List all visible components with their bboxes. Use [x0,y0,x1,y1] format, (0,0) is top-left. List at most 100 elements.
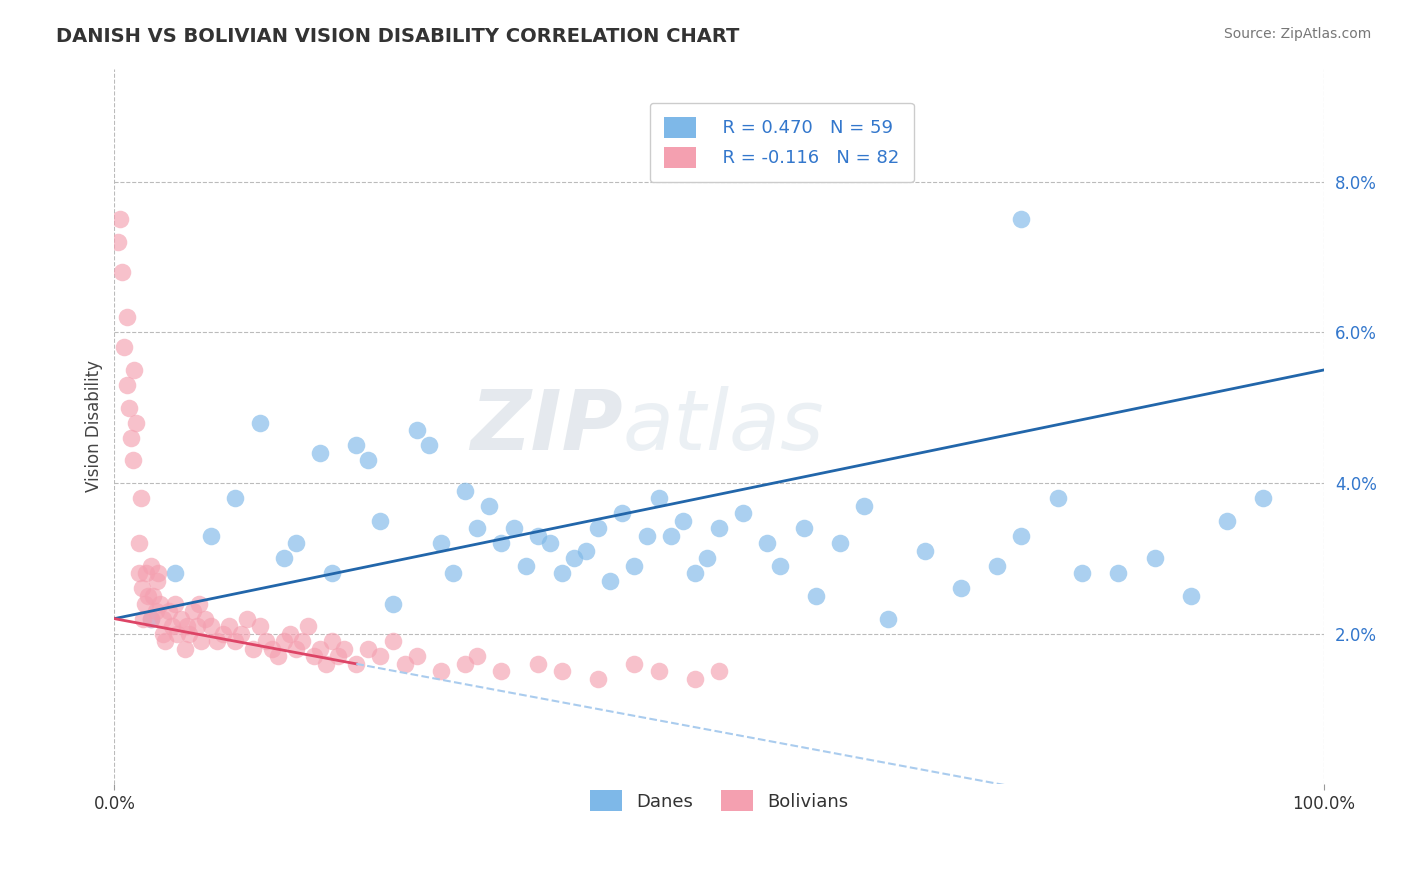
Point [672,514,695,528]
Point [128,566,150,581]
Point [162,619,184,633]
Point [454,657,477,671]
Point [370,514,392,528]
Point [405,649,427,664]
Point [1107,566,1129,581]
Point [756,536,779,550]
Point [125,416,148,430]
Point [291,634,314,648]
Text: atlas: atlas [623,386,824,467]
Point [152,612,174,626]
Point [526,529,548,543]
Point [309,641,332,656]
Point [418,438,440,452]
Point [188,597,211,611]
Point [179,626,201,640]
Point [155,634,177,648]
Point [134,597,156,611]
Point [636,529,658,543]
Point [551,566,574,581]
Point [441,566,464,581]
Point [478,499,501,513]
Point [170,612,193,626]
Point [357,453,380,467]
Point [224,491,246,505]
Point [405,423,427,437]
Point [696,551,718,566]
Point [122,363,145,377]
Point [1143,551,1166,566]
Point [562,551,585,566]
Point [107,235,129,249]
Point [224,634,246,648]
Point [273,634,295,648]
Point [173,641,195,656]
Point [1180,589,1202,603]
Point [190,634,212,648]
Point [914,544,936,558]
Point [465,649,488,664]
Point [194,612,217,626]
Point [273,551,295,566]
Point [152,626,174,640]
Point [115,310,138,325]
Point [828,536,851,550]
Point [110,212,132,227]
Point [121,453,143,467]
Point [538,536,561,550]
Y-axis label: Vision Disability: Vision Disability [86,360,103,492]
Point [381,597,404,611]
Point [166,626,188,640]
Legend: Danes, Bolivians: Danes, Bolivians [575,776,863,825]
Point [551,665,574,679]
Point [659,529,682,543]
Point [212,626,235,640]
Point [733,506,755,520]
Point [120,431,142,445]
Point [139,612,162,626]
Point [575,544,598,558]
Point [115,378,138,392]
Point [394,657,416,671]
Point [683,672,706,686]
Point [309,446,332,460]
Point [284,641,307,656]
Point [260,641,283,656]
Point [111,265,134,279]
Point [950,582,973,596]
Point [132,612,155,626]
Point [804,589,827,603]
Point [157,604,180,618]
Point [623,558,645,573]
Point [586,521,609,535]
Point [853,499,876,513]
Point [623,657,645,671]
Point [465,521,488,535]
Point [793,521,815,535]
Point [381,634,404,648]
Point [612,506,634,520]
Point [491,536,513,550]
Point [176,619,198,633]
Point [599,574,621,588]
Point [145,604,167,618]
Point [344,438,367,452]
Point [163,566,186,581]
Point [266,649,288,664]
Point [430,665,453,679]
Point [118,401,141,415]
Point [163,597,186,611]
Text: ZIP: ZIP [470,386,623,467]
Point [181,604,204,618]
Point [149,597,172,611]
Point [515,558,537,573]
Point [139,612,162,626]
Point [357,641,380,656]
Point [328,649,350,664]
Point [135,566,157,581]
Point [683,566,706,581]
Point [136,589,159,603]
Point [454,483,477,498]
Point [315,657,337,671]
Point [430,536,453,550]
